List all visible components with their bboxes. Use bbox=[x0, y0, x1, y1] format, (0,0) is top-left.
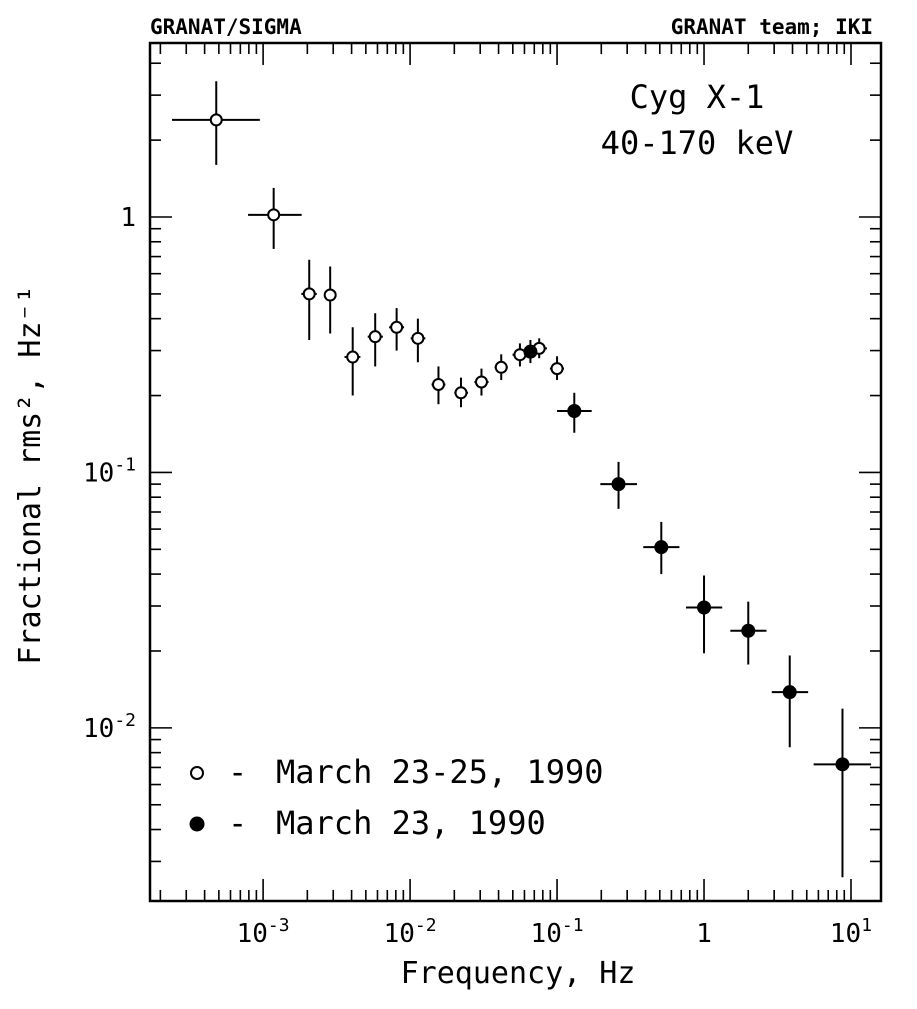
y-tick-label: 10-2 bbox=[83, 710, 136, 744]
x-tick-exponent: -1 bbox=[562, 915, 584, 936]
header-right: GRANAT team; IKI bbox=[671, 15, 873, 39]
open-data-point bbox=[474, 375, 488, 389]
open-data-point bbox=[550, 362, 564, 376]
open-data-point bbox=[302, 287, 316, 301]
annotation-energy: 40-170 keV bbox=[601, 124, 794, 162]
legend: - March 23-25, 1990 - March 23, 1990 bbox=[189, 753, 604, 842]
filled-data-point bbox=[741, 623, 756, 638]
x-tick-label: 10-3 bbox=[237, 915, 290, 949]
x-tick-base: 10 bbox=[384, 919, 415, 949]
open-data-point bbox=[494, 360, 508, 374]
legend-label-1: March 23, 1990 bbox=[276, 804, 546, 842]
legend-dash-0: - bbox=[228, 753, 247, 791]
open-data-point bbox=[267, 208, 281, 222]
annotation-source: Cyg X-1 bbox=[630, 78, 765, 116]
header-left: GRANAT/SIGMA bbox=[150, 15, 302, 39]
open-data-point bbox=[323, 288, 337, 302]
x-tick-base: 10 bbox=[531, 919, 562, 949]
open-data-point bbox=[209, 113, 223, 127]
x-tick-base: 1 bbox=[696, 919, 712, 949]
legend-open-marker bbox=[190, 766, 204, 780]
y-axis-title-text: Fractional rms², Hz⁻¹ bbox=[13, 285, 48, 664]
x-tick-labels: 10-3 10-2 10-1 1 101 bbox=[237, 915, 872, 949]
x-tick-label: 101 bbox=[830, 915, 872, 949]
x-axis-title: Frequency, Hz bbox=[401, 956, 636, 991]
open-data-point bbox=[411, 331, 425, 345]
filled-data-point bbox=[567, 403, 582, 418]
open-data-point bbox=[390, 320, 404, 334]
filled-data-point bbox=[654, 540, 669, 555]
x-tick-base: 10 bbox=[237, 919, 268, 949]
data-markers bbox=[209, 113, 850, 772]
x-tick-base: 10 bbox=[830, 919, 861, 949]
y-tick-labels: 110-110-2 bbox=[83, 203, 136, 744]
y-tick-label: 10-1 bbox=[83, 454, 136, 488]
legend-label-0: March 23-25, 1990 bbox=[276, 753, 604, 791]
y-tick-label: 1 bbox=[120, 203, 136, 233]
legend-filled-marker bbox=[189, 816, 205, 832]
x-tick-exponent: 1 bbox=[861, 915, 872, 936]
y-tick-exponent: -2 bbox=[114, 710, 136, 731]
y-tick-exponent: -1 bbox=[114, 454, 136, 475]
open-data-point bbox=[431, 377, 445, 391]
filled-data-point bbox=[835, 757, 850, 772]
x-tick-exponent: -2 bbox=[415, 915, 437, 936]
x-tick-label: 1 bbox=[696, 919, 712, 949]
y-tick-base: 10 bbox=[83, 714, 114, 744]
filled-data-point bbox=[697, 600, 712, 615]
filled-data-point bbox=[782, 685, 797, 700]
x-tick-exponent: -3 bbox=[268, 915, 290, 936]
x-tick-label: 10-1 bbox=[531, 915, 584, 949]
open-data-point bbox=[454, 386, 468, 400]
axis-ticks bbox=[150, 43, 881, 901]
legend-dash-1: - bbox=[228, 804, 247, 842]
y-tick-base: 1 bbox=[120, 203, 136, 233]
filled-data-point bbox=[523, 344, 538, 359]
open-data-point bbox=[346, 350, 360, 364]
y-tick-base: 10 bbox=[83, 458, 114, 488]
x-tick-label: 10-2 bbox=[384, 915, 437, 949]
y-axis-title: Fractional rms², Hz⁻¹ bbox=[13, 285, 48, 664]
open-data-point bbox=[368, 330, 382, 344]
filled-data-point bbox=[611, 477, 626, 492]
